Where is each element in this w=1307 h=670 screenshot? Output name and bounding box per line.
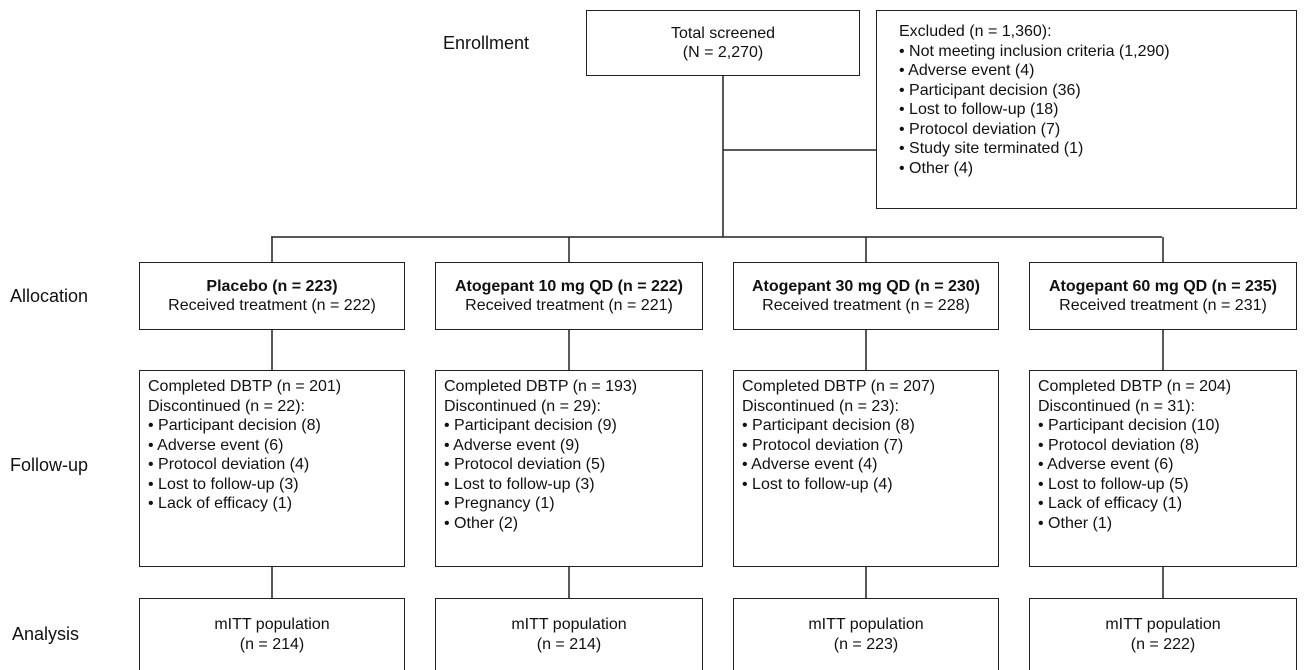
analysis-count: (n = 222) — [1130, 635, 1196, 653]
excluded-item: • Study site terminated (1) — [899, 140, 1084, 157]
stage-label: Analysis — [12, 624, 80, 644]
discontinued-reason: • Protocol deviation (8) — [1038, 436, 1200, 454]
analysis-count: (n = 223) — [833, 635, 899, 653]
follow-up-box: Completed DBTP (n = 193) Discontinued (n … — [435, 370, 703, 567]
analysis-count: (n = 214) — [239, 635, 305, 653]
analysis-title: mITT population — [1105, 616, 1221, 633]
discontinued-reason: • Protocol deviation (7) — [742, 436, 904, 454]
arm-title: Atogepant 60 mg QD (n = 235) — [1048, 277, 1278, 295]
analysis-box: mITT population (n = 214) — [435, 598, 703, 670]
arm-title: Atogepant 30 mg QD (n = 230) — [751, 277, 981, 295]
discontinued-reason: • Other (2) — [444, 514, 519, 532]
discontinued: Discontinued (n = 31): — [1038, 397, 1195, 415]
excluded-item: • Not meeting inclusion criteria (1,290) — [899, 42, 1170, 60]
discontinued: Discontinued (n = 29): — [444, 397, 601, 415]
discontinued-reason: • Participant decision (8) — [742, 417, 915, 434]
discontinued: Discontinued (n = 22): — [148, 397, 305, 415]
discontinued-reason: • Participant decision (9) — [444, 417, 617, 434]
allocation-box: Atogepant 10 mg QD (n = 222) Received tre… — [435, 262, 703, 330]
discontinued-reason: • Pregnancy (1) — [444, 495, 555, 512]
excluded-item: • Lost to follow-up (18) — [899, 101, 1059, 118]
analysis-count: (n = 214) — [536, 635, 602, 653]
discontinued-reason: • Lack of efficacy (1) — [148, 495, 293, 512]
follow-up-box: Completed DBTP (n = 201) Discontinued (n … — [139, 370, 405, 567]
received-treatment: Received treatment (n = 222) — [168, 297, 376, 314]
discontinued-reason: • Lost to follow-up (3) — [444, 475, 595, 493]
discontinued-reason: • Participant decision (8) — [148, 417, 321, 434]
stage-label: Allocation — [10, 286, 89, 306]
completed: Completed DBTP (n = 204) — [1038, 378, 1232, 395]
enrollment-box: Total screened (N = 2,270) — [586, 10, 860, 76]
analysis-title: mITT population — [808, 616, 924, 633]
analysis-title: mITT population — [214, 616, 330, 633]
discontinued-reason: • Adverse event (6) — [1038, 456, 1174, 473]
allocation-box: Placebo (n = 223) Received treatment (n =… — [139, 262, 405, 330]
completed: Completed DBTP (n = 207) — [742, 378, 936, 395]
discontinued-reason: • Lost to follow-up (3) — [148, 475, 299, 493]
enrollment-title: Total screened — [670, 24, 776, 42]
enrollment-count: (N = 2,270) — [682, 44, 764, 61]
analysis-box: mITT population (n = 223) — [733, 598, 999, 670]
discontinued-reason: • Protocol deviation (4) — [148, 456, 310, 473]
discontinued: Discontinued (n = 23): — [742, 397, 899, 415]
discontinued-reason: • Other (1) — [1038, 514, 1113, 532]
received-treatment: Received treatment (n = 231) — [1059, 297, 1267, 314]
analysis-title: mITT population — [511, 616, 627, 633]
follow-up-box: Completed DBTP (n = 204) Discontinued (n … — [1029, 370, 1297, 567]
discontinued-reason: • Adverse event (4) — [742, 456, 878, 473]
allocation-box: Atogepant 60 mg QD (n = 235) Received tre… — [1029, 262, 1297, 330]
discontinued-reason: • Adverse event (6) — [148, 436, 284, 454]
excluded-item: • Protocol deviation (7) — [899, 120, 1061, 138]
analysis-box: mITT population (n = 214) — [139, 598, 405, 670]
excluded-item: • Other (4) — [899, 159, 974, 177]
arm-title: Atogepant 10 mg QD (n = 222) — [454, 277, 684, 295]
allocation-box: Atogepant 30 mg QD (n = 230) Received tre… — [733, 262, 999, 330]
stage-label: Enrollment — [443, 33, 530, 53]
stage-label: Follow-up — [10, 455, 89, 475]
discontinued-reason: • Lost to follow-up (4) — [742, 475, 893, 493]
discontinued-reason: • Lack of efficacy (1) — [1038, 495, 1183, 512]
discontinued-reason: • Participant decision (10) — [1038, 417, 1220, 434]
excluded-title: Excluded (n = 1,360): — [899, 23, 1052, 40]
excluded-item: • Adverse event (4) — [899, 62, 1035, 79]
discontinued-reason: • Adverse event (9) — [444, 436, 580, 454]
discontinued-reason: • Lost to follow-up (5) — [1038, 475, 1189, 493]
excluded-item: • Participant decision (36) — [899, 81, 1081, 99]
completed: Completed DBTP (n = 193) — [444, 378, 638, 395]
completed: Completed DBTP (n = 201) — [148, 378, 342, 395]
discontinued-reason: • Protocol deviation (5) — [444, 456, 606, 473]
excluded-box: Excluded (n = 1,360): • Not meeting incl… — [876, 10, 1297, 209]
analysis-box: mITT population (n = 222) — [1029, 598, 1297, 670]
follow-up-box: Completed DBTP (n = 207) Discontinued (n … — [733, 370, 999, 567]
received-treatment: Received treatment (n = 228) — [762, 297, 970, 314]
arm-title: Placebo (n = 223) — [206, 277, 338, 295]
received-treatment: Received treatment (n = 221) — [465, 297, 673, 314]
